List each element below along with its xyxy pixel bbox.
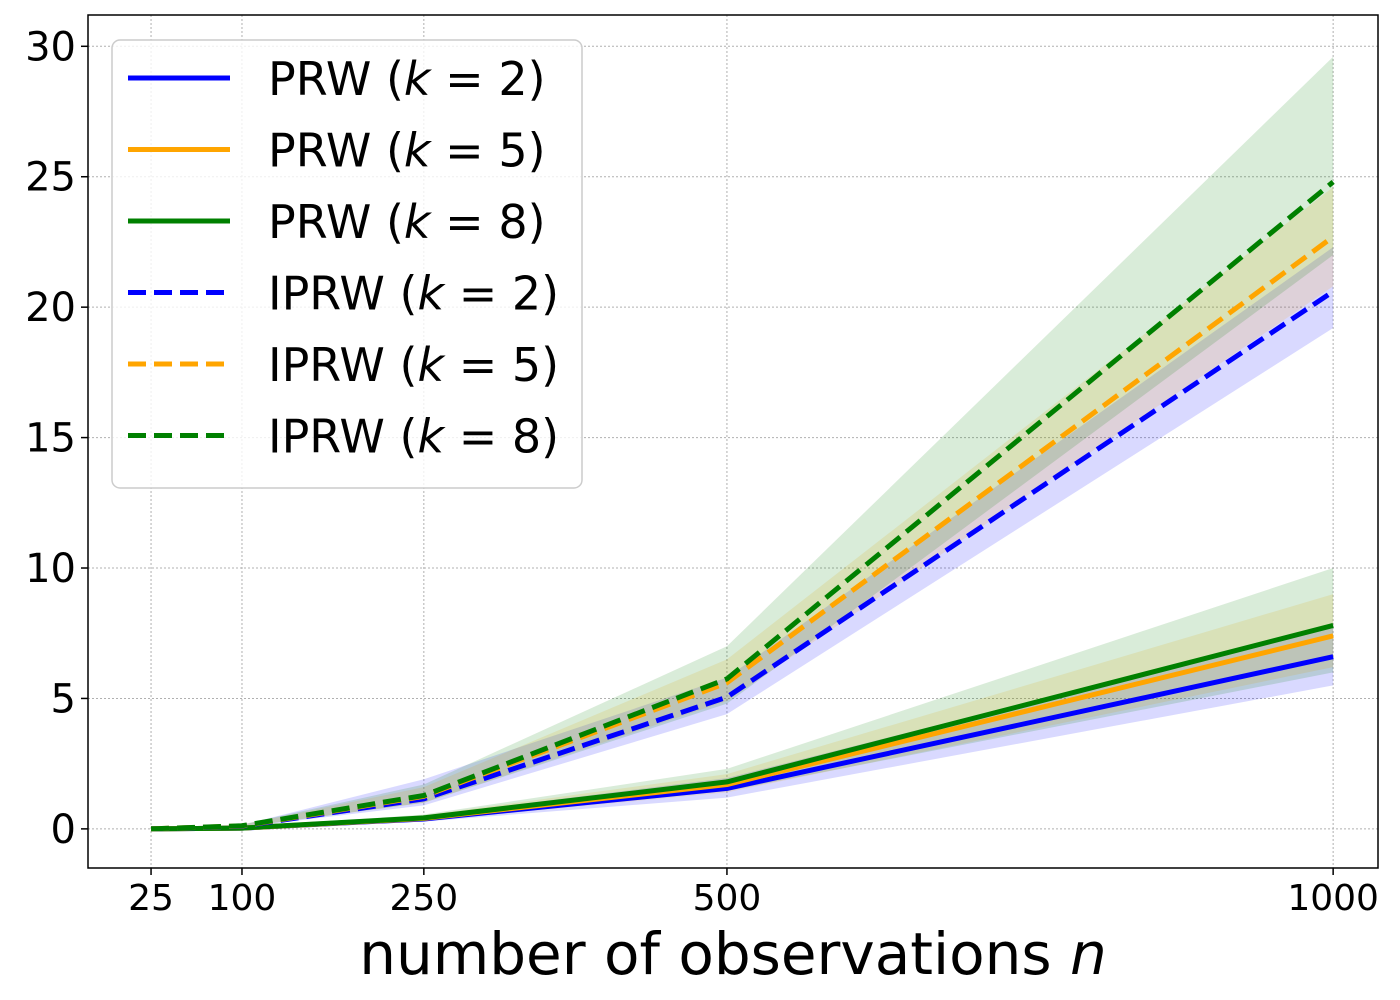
- legend-label: PRW (k = 8): [268, 195, 546, 249]
- legend-entry-iprw-k8: IPRW (k = 8): [128, 410, 559, 464]
- legend-entry-prw-k5: PRW (k = 5): [128, 124, 546, 178]
- y-tick-label: 5: [51, 676, 76, 722]
- axis-ticks: 0 5 10 15 20 25 30 25 100 250 500 1000: [25, 24, 1379, 919]
- legend-label: IPRW (k = 8): [268, 410, 559, 464]
- legend-entry-iprw-k2: IPRW (k = 2): [128, 267, 559, 321]
- x-tick-label: 25: [128, 878, 174, 919]
- y-tick-label: 10: [25, 546, 76, 592]
- legend-label: PRW (k = 2): [268, 52, 546, 106]
- legend-entry-iprw-k5: IPRW (k = 5): [128, 338, 559, 392]
- y-tick-label: 20: [25, 285, 76, 331]
- legend-label: IPRW (k = 5): [268, 338, 559, 392]
- plot-frame: [87, 14, 1379, 869]
- y-tick-label: 30: [25, 24, 76, 70]
- legend-label: PRW (k = 5): [268, 124, 546, 178]
- x-axis-label-text: number of observations: [359, 920, 1051, 988]
- series-line-iprw-k8: [150, 180, 1335, 832]
- legend-entry-prw-k8: PRW (k = 8): [128, 195, 546, 249]
- x-axis-label-var: n: [1070, 920, 1107, 988]
- x-axis-label: number of observations n: [359, 920, 1107, 988]
- legend-entry-prw-k2: PRW (k = 2): [128, 52, 546, 106]
- y-tick-label: 15: [25, 416, 76, 462]
- x-tick-label: 100: [208, 878, 277, 919]
- legend: PRW (k = 2) PRW (k = 5) PRW (k = 8) IPRW (k…: [111, 39, 583, 489]
- x-tick-label: 500: [693, 878, 762, 919]
- grid: [88, 15, 1378, 868]
- series-lines: [150, 180, 1335, 832]
- x-tick-label: 250: [389, 878, 458, 919]
- confidence-band-prw-k2: [151, 625, 1334, 829]
- confidence-band-iprw-k8: [151, 56, 1334, 829]
- y-tick-label: 25: [25, 155, 76, 201]
- legend-label: IPRW (k = 2): [268, 267, 559, 321]
- y-tick-label: 0: [51, 807, 76, 853]
- x-tick-label: 1000: [1287, 878, 1379, 919]
